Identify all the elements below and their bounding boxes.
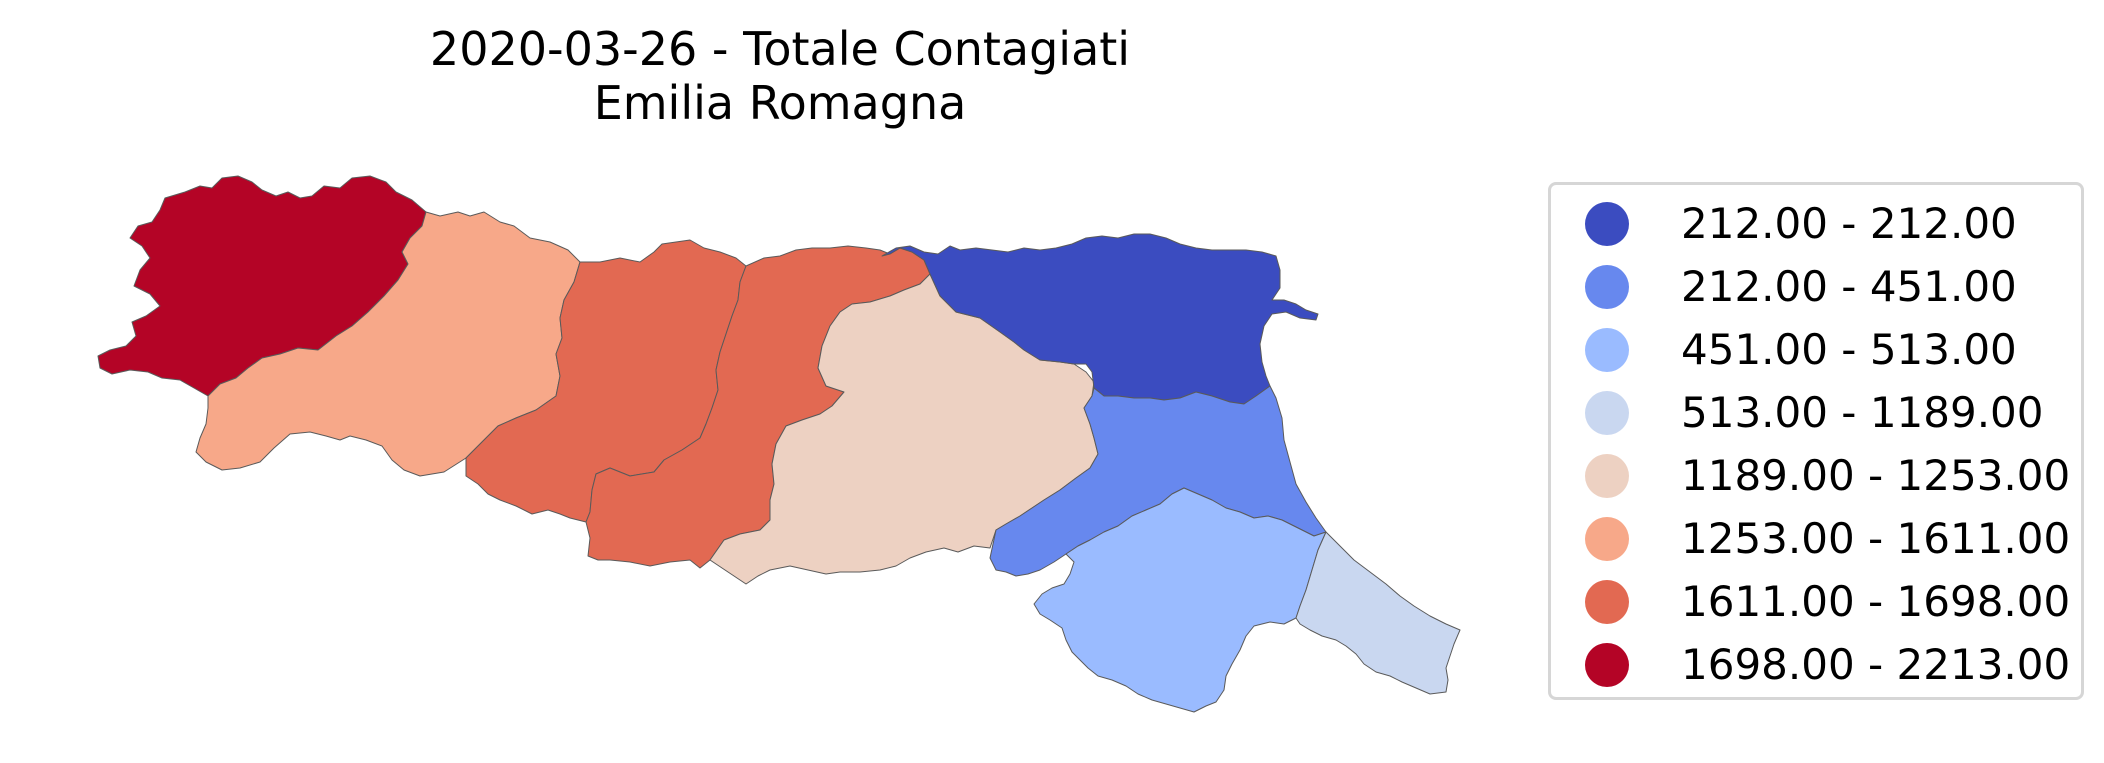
map-title-line-1: 2020-03-26 - Totale Contagiati (429, 22, 1131, 76)
legend-label: 513.00 - 1189.00 (1681, 388, 2044, 437)
legend-marker (1585, 517, 1629, 561)
map-title-line-2: Emilia Romagna (593, 76, 967, 130)
legend-label: 212.00 - 451.00 (1681, 262, 2017, 311)
province-rimini (1295, 531, 1461, 695)
legend-marker (1585, 328, 1629, 372)
province-ferrara (881, 233, 1319, 405)
legend-marker (1585, 643, 1629, 687)
legend-marker (1585, 580, 1629, 624)
province-forli-cesena (1033, 487, 1327, 713)
legend-label: 451.00 - 513.00 (1681, 325, 2017, 374)
legend-marker (1585, 454, 1629, 498)
legend-marker (1585, 265, 1629, 309)
legend-label: 1698.00 - 2213.00 (1681, 640, 2071, 689)
legend-label: 1189.00 - 1253.00 (1681, 451, 2071, 500)
legend-marker (1585, 202, 1629, 246)
legend-marker (1585, 391, 1629, 435)
legend: 212.00 - 212.00 212.00 - 451.00 451.00 -… (1548, 182, 2084, 700)
legend-label: 212.00 - 212.00 (1681, 199, 2017, 248)
map-title: 2020-03-26 - Totale Contagiati Emilia Ro… (290, 22, 1270, 130)
legend-label: 1253.00 - 1611.00 (1681, 514, 2071, 563)
legend-label: 1611.00 - 1698.00 (1681, 577, 2071, 626)
